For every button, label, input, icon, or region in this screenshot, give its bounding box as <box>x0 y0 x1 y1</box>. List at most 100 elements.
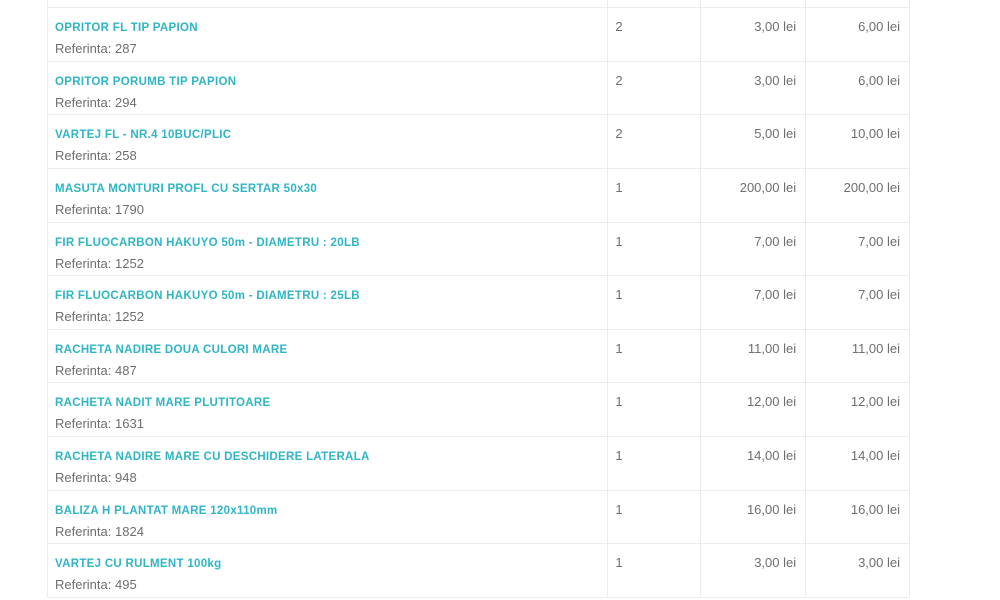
partial-unit-price-cell <box>701 0 807 8</box>
reference-value: 487 <box>115 362 137 378</box>
reference-value: 294 <box>115 94 137 110</box>
total-price-value: 6,00 lei <box>858 19 900 35</box>
product-cell: MASUTA MONTURI PROFL CU SERTAR 50x30 Ref… <box>48 168 609 222</box>
quantity-cell: 1 <box>608 490 702 544</box>
product-name-link[interactable]: VARTEJ FL - NR.4 10BUC/PLIC <box>55 129 232 142</box>
table-row: FIR FLUOCARBON HAKUYO 50m - DIAMETRU : 2… <box>48 222 910 277</box>
total-price-value: 11,00 lei <box>851 340 900 356</box>
product-reference: Referinta: 294 <box>55 95 599 110</box>
reference-label: Referinta: <box>55 201 112 217</box>
reference-label: Referinta: <box>55 94 112 110</box>
product-reference: Referinta: 487 <box>55 363 599 378</box>
product-reference: Referinta: 1252 <box>55 309 599 324</box>
reference-label: Referinta: <box>55 362 112 378</box>
reference-label: Referinta: <box>55 309 112 325</box>
unit-price-value: 16,00 lei <box>746 501 797 517</box>
product-name-link[interactable]: OPRITOR PORUMB TIP PAPION <box>55 75 237 88</box>
product-reference: Referinta: 1790 <box>55 202 599 217</box>
quantity-value: 1 <box>615 448 623 464</box>
table-row: MASUTA MONTURI PROFL CU SERTAR 50x30 Ref… <box>48 168 910 223</box>
reference-label: Referinta: <box>55 470 112 486</box>
quantity-value: 1 <box>615 287 623 303</box>
product-cell: BALIZA H PLANTAT MARE 120x110mm Referint… <box>48 490 609 544</box>
total-price-cell: 10,00 lei <box>806 115 910 168</box>
unit-price-value: 200,00 lei <box>739 179 797 195</box>
quantity-value: 2 <box>615 19 623 35</box>
product-cell: FIR FLUOCARBON HAKUYO 50m - DIAMETRU : 2… <box>48 276 609 329</box>
table-row: OPRITOR FL TIP PAPION Referinta: 287 2 3… <box>48 8 910 62</box>
total-price-cell: 14,00 lei <box>806 437 910 490</box>
unit-price-value: 7,00 lei <box>754 287 797 303</box>
product-name-link[interactable]: RACHETA NADIRE MARE CU DESCHIDERE LATERA… <box>55 451 370 464</box>
product-cell: RACHETA NADIT MARE PLUTITOARE Referinta:… <box>48 383 609 437</box>
product-name-link[interactable]: FIR FLUOCARBON HAKUYO 50m - DIAMETRU : 2… <box>55 290 360 303</box>
product-name-link[interactable]: RACHETA NADIT MARE PLUTITOARE <box>55 397 271 410</box>
quantity-cell: 1 <box>608 383 702 437</box>
table-row: VARTEJ CU RULMENT 100kg Referinta: 495 1… <box>48 544 910 598</box>
unit-price-cell: 14,00 lei <box>701 437 807 490</box>
unit-price-cell: 3,00 lei <box>701 544 807 597</box>
quantity-value: 1 <box>615 233 623 249</box>
quantity-cell: 1 <box>608 276 702 329</box>
reference-value: 1824 <box>115 523 144 539</box>
unit-price-value: 3,00 lei <box>754 19 797 35</box>
unit-price-cell: 5,00 lei <box>701 115 807 168</box>
unit-price-value: 12,00 lei <box>746 394 797 410</box>
product-name-link[interactable]: BALIZA H PLANTAT MARE 120x110mm <box>55 504 278 517</box>
quantity-cell: 1 <box>608 222 702 276</box>
quantity-value: 1 <box>615 501 623 517</box>
product-cell: FIR FLUOCARBON HAKUYO 50m - DIAMETRU : 2… <box>48 222 609 276</box>
table-row: OPRITOR PORUMB TIP PAPION Referinta: 294… <box>48 61 910 116</box>
total-price-value: 200,00 lei <box>843 179 900 195</box>
total-price-cell: 7,00 lei <box>806 276 910 329</box>
reference-value: 258 <box>115 148 137 164</box>
table-row: RACHETA NADIRE DOUA CULORI MARE Referint… <box>48 329 910 384</box>
product-reference: Referinta: 1252 <box>55 256 599 271</box>
product-name-link[interactable]: RACHETA NADIRE DOUA CULORI MARE <box>55 343 288 356</box>
product-reference: Referinta: 495 <box>55 577 599 592</box>
table-row: VARTEJ FL - NR.4 10BUC/PLIC Referinta: 2… <box>48 115 910 169</box>
quantity-value: 1 <box>615 340 623 356</box>
partial-total-price-cell <box>806 0 910 8</box>
unit-price-value: 14,00 lei <box>746 448 797 464</box>
partial-row-above <box>48 0 910 9</box>
total-price-cell: 7,00 lei <box>806 222 910 276</box>
total-price-value: 16,00 lei <box>850 501 900 517</box>
product-name-link[interactable]: FIR FLUOCARBON HAKUYO 50m - DIAMETRU : 2… <box>55 236 360 249</box>
reference-value: 948 <box>115 470 137 486</box>
product-reference: Referinta: 258 <box>55 148 599 163</box>
reference-label: Referinta: <box>55 255 112 271</box>
product-reference: Referinta: 1631 <box>55 416 599 431</box>
unit-price-cell: 200,00 lei <box>701 168 807 222</box>
product-name-link[interactable]: VARTEJ CU RULMENT 100kg <box>55 558 222 571</box>
unit-price-value: 11,00 lei <box>747 340 797 356</box>
product-cell: VARTEJ CU RULMENT 100kg Referinta: 495 <box>48 544 609 597</box>
total-price-value: 7,00 lei <box>858 287 900 303</box>
unit-price-value: 3,00 lei <box>754 555 797 571</box>
quantity-cell: 2 <box>608 115 702 168</box>
quantity-cell: 2 <box>608 61 702 115</box>
total-price-value: 14,00 lei <box>850 448 900 464</box>
table-row: FIR FLUOCARBON HAKUYO 50m - DIAMETRU : 2… <box>48 276 910 330</box>
product-reference: Referinta: 287 <box>55 41 599 56</box>
product-name-link[interactable]: OPRITOR FL TIP PAPION <box>55 22 198 35</box>
quantity-cell: 1 <box>608 544 702 597</box>
product-cell: VARTEJ FL - NR.4 10BUC/PLIC Referinta: 2… <box>48 115 609 168</box>
product-name-link[interactable]: MASUTA MONTURI PROFL CU SERTAR 50x30 <box>55 182 318 195</box>
partial-quantity-cell <box>608 0 702 8</box>
quantity-value: 1 <box>615 394 623 410</box>
product-cell: OPRITOR PORUMB TIP PAPION Referinta: 294 <box>48 61 609 115</box>
table-row: RACHETA NADIT MARE PLUTITOARE Referinta:… <box>48 383 910 438</box>
reference-value: 1790 <box>115 201 144 217</box>
product-cell: OPRITOR FL TIP PAPION Referinta: 287 <box>48 8 609 61</box>
reference-label: Referinta: <box>55 41 112 57</box>
reference-value: 495 <box>115 577 137 593</box>
unit-price-cell: 7,00 lei <box>701 276 807 329</box>
total-price-value: 3,00 lei <box>858 555 900 571</box>
reference-label: Referinta: <box>55 577 112 593</box>
quantity-value: 2 <box>615 126 623 142</box>
total-price-cell: 6,00 lei <box>806 8 910 61</box>
product-cell: RACHETA NADIRE MARE CU DESCHIDERE LATERA… <box>48 437 609 490</box>
total-price-value: 6,00 lei <box>858 72 900 88</box>
reference-value: 287 <box>115 41 137 57</box>
